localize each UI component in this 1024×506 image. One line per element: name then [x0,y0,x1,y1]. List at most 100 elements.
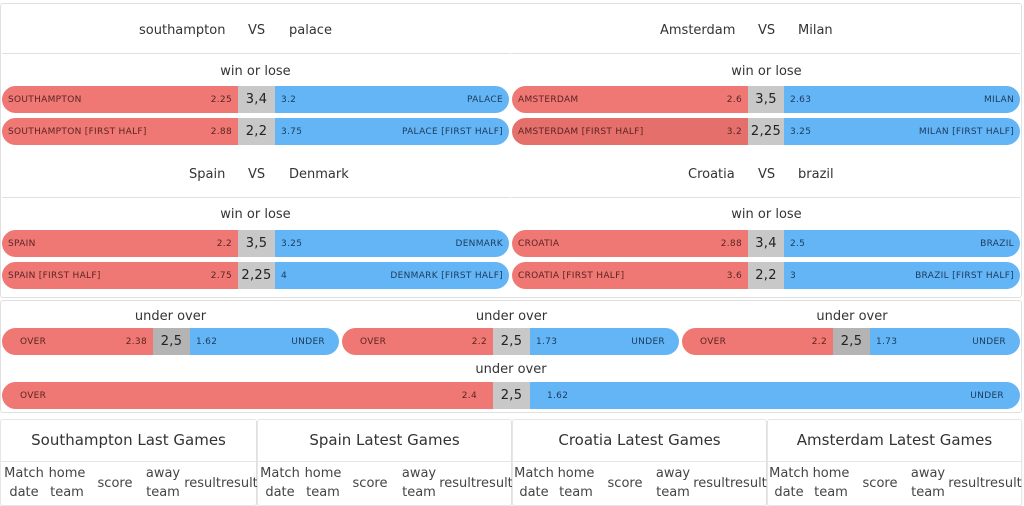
bet-row-croatia-brazil-first-half[interactable]: CROATIA [FIRST HALF] 3.6 2,2 3 BRAZIL [F… [512,262,1020,289]
home-odd-button[interactable]: SOUTHAMPTON 2.25 [2,86,238,113]
away-team-name: Milan [798,23,833,38]
under-over-row-4[interactable]: OVER 2.4 2,5 1.62 UNDER [2,382,1020,409]
away-odd-button[interactable]: 3 BRAZIL [FIRST HALF] [784,262,1020,289]
home-odd: 2.2 [216,238,232,249]
col-label: Match [514,466,554,481]
vs-label: VS [758,167,776,182]
home-label: SPAIN [FIRST HALF] [8,270,101,281]
bet-row-amsterdam-milan-first-half[interactable]: AMSTERDAM [FIRST HALF] 3.2 2,25 3.25 MIL… [512,118,1020,145]
draw-odd-button[interactable]: 3,4 [238,86,275,113]
away-label: PALACE [FIRST HALF] [401,126,503,137]
under-odd-button[interactable]: 1.73 UNDER [530,328,679,355]
col-match-date: Match date [513,464,555,502]
over-odd-button[interactable]: OVER 2.2 [342,328,493,355]
match-header-amsterdam-milan: Amsterdam VS Milan [511,7,1022,57]
under-label: UNDER [970,390,1004,401]
home-odd-button[interactable]: SPAIN [FIRST HALF] 2.75 [2,262,238,289]
over-odd-button[interactable]: OVER 2.4 [2,382,493,409]
section-title-under-over: under over [134,309,207,324]
away-odd-button[interactable]: 2.63 MILAN [784,86,1020,113]
away-odd-button[interactable]: 2.5 BRAZIL [784,230,1020,257]
home-odd-button[interactable]: AMSTERDAM 2.6 [512,86,748,113]
home-odd-button[interactable]: CROATIA 2.88 [512,230,748,257]
home-label: SOUTHAMPTON [8,94,82,105]
divider [511,53,1020,54]
home-odd-button[interactable]: SOUTHAMPTON [FIRST HALF] 2.88 [2,118,238,145]
line-value[interactable]: 2,5 [493,382,530,409]
match-header-croatia-brazil: Croatia VS brazil [511,151,1022,201]
away-odd-button[interactable]: 4 DENMARK [FIRST HALF] [275,262,509,289]
draw-odd-button[interactable]: 3,4 [748,230,784,257]
col-score: score [97,476,133,491]
col-label: date [9,485,39,500]
away-odd-button[interactable]: 3.2 PALACE [275,86,509,113]
away-team-name: palace [289,23,332,38]
match-header-spain-denmark: Spain VS Denmark [0,151,511,201]
home-odd-button[interactable]: CROATIA [FIRST HALF] 3.6 [512,262,748,289]
section-title-win-or-lose: win or lose [731,64,802,79]
section-title-win-or-lose: win or lose [220,207,291,222]
line-value[interactable]: 2,5 [833,328,870,355]
away-odd: 3.25 [790,126,812,137]
col-home-team: home team [556,464,596,502]
home-odd: 2.88 [720,238,742,249]
section-title-win-or-lose: win or lose [731,207,802,222]
match-header-southampton-palace: southampton VS palace [0,7,511,57]
section-title-under-over: under over [475,309,548,324]
under-over-row-2[interactable]: OVER 2.2 2,5 1.73 UNDER [342,328,679,355]
over-odd-button[interactable]: OVER 2.2 [682,328,833,355]
under-odd-button[interactable]: 1.73 UNDER [870,328,1020,355]
col-label: team [559,485,593,500]
table-header: Match date home team score away team result… [513,462,767,506]
draw-odd-button[interactable]: 3,5 [238,230,275,257]
away-label: BRAZIL [FIRST HALF] [915,270,1014,281]
col-label: Match [4,466,44,481]
home-label: AMSTERDAM [FIRST HALF] [518,126,644,137]
draw-odd-button[interactable]: 2,25 [748,118,784,145]
draw-odd-button[interactable]: 2,2 [748,262,784,289]
bet-row-spain-denmark-first-half[interactable]: SPAIN [FIRST HALF] 2.75 2,25 4 DENMARK [… [2,262,509,289]
away-label: DENMARK [455,238,503,249]
away-odd-button[interactable]: 3.75 PALACE [FIRST HALF] [275,118,509,145]
away-team-name: brazil [798,167,834,182]
away-odd: 4 [281,270,288,281]
over-label: OVER [700,336,727,347]
bet-row-croatia-brazil[interactable]: CROATIA 2.88 3,4 2.5 BRAZIL [512,230,1020,257]
draw-odd-button[interactable]: 3,5 [748,86,784,113]
col-result: resultresult [693,476,767,491]
under-odd: 1.73 [876,336,898,347]
under-label: UNDER [972,336,1006,347]
bet-row-southampton-palace[interactable]: SOUTHAMPTON 2.25 3,4 3.2 PALACE [2,86,509,113]
col-label: team [911,485,945,500]
col-label: Match [769,466,809,481]
last-games-card-amsterdam: Amsterdam Latest Games Match date home tea… [767,419,1022,506]
home-odd-button[interactable]: SPAIN 2.2 [2,230,238,257]
home-team-name: southampton [139,23,226,38]
col-label: home [557,466,595,481]
away-team-name: Denmark [289,167,349,182]
line-value[interactable]: 2,5 [493,328,530,355]
home-odd-button[interactable]: AMSTERDAM [FIRST HALF] 3.2 [512,118,748,145]
home-label: CROATIA [518,238,560,249]
col-away-team: away team [399,464,439,502]
line-value[interactable]: 2,5 [153,328,190,355]
bet-row-spain-denmark[interactable]: SPAIN 2.2 3,5 3.25 DENMARK [2,230,509,257]
bet-row-amsterdam-milan[interactable]: AMSTERDAM 2.6 3,5 2.63 MILAN [512,86,1020,113]
draw-odd-button[interactable]: 2,25 [238,262,275,289]
away-odd-button[interactable]: 3.25 MILAN [FIRST HALF] [784,118,1020,145]
under-over-panel [0,300,1022,413]
col-label: away [910,466,946,481]
over-odd: 2.38 [125,336,147,347]
col-label: team [50,485,84,500]
last-games-card-croatia: Croatia Latest Games Match date home team … [512,419,767,506]
under-over-row-3[interactable]: OVER 2.2 2,5 1.73 UNDER [682,328,1020,355]
col-label: home [812,466,850,481]
under-odd-button[interactable]: 1.62 UNDER [530,382,1020,409]
draw-odd-button[interactable]: 2,2 [238,118,275,145]
over-odd-button[interactable]: OVER 2.38 [2,328,153,355]
under-over-row-1[interactable]: OVER 2.38 2,5 1.62 UNDER [2,328,339,355]
away-label: MILAN [FIRST HALF] [918,126,1014,137]
under-odd-button[interactable]: 1.62 UNDER [190,328,339,355]
away-odd-button[interactable]: 3.25 DENMARK [275,230,509,257]
bet-row-southampton-palace-first-half[interactable]: SOUTHAMPTON [FIRST HALF] 2.88 2,2 3.75 P… [2,118,509,145]
